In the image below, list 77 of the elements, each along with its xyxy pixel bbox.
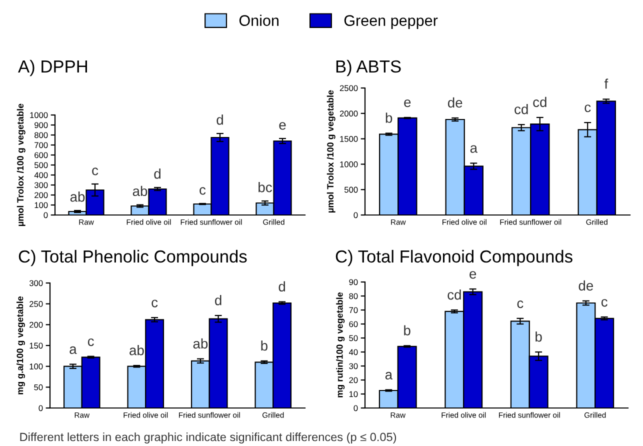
y-tick-label: 70 <box>349 307 358 314</box>
chart-title: A) DPPH <box>18 60 88 76</box>
y-tick-label: 500 <box>34 162 48 168</box>
data-label: b <box>261 340 268 351</box>
data-label: e <box>404 99 411 108</box>
data-label: c <box>152 300 158 308</box>
text: Different letters in each graphic indicate significant differences (p ≤ 0.05) <box>20 432 396 444</box>
y-tick-label: 1000 <box>30 112 48 118</box>
data-label: c <box>200 187 206 195</box>
y-tick-label: 10 <box>349 391 358 398</box>
data-label: c <box>92 168 98 176</box>
data-label: cd <box>448 289 461 300</box>
data-label: d <box>215 295 222 306</box>
y-tick-label: 50 <box>34 384 43 390</box>
data-label: de <box>578 280 594 291</box>
y-tick-label: 0 <box>354 212 358 218</box>
data-label: e <box>470 271 476 279</box>
chart-title: C) Total Phenolic Compounds <box>18 250 247 266</box>
y-tick-label: 700 <box>34 142 48 148</box>
data-label: bc <box>258 182 272 192</box>
data-label: de <box>448 97 462 108</box>
y-tick-label: 60 <box>349 321 358 328</box>
y-tick-label: 400 <box>34 172 48 178</box>
legend-label: Onion <box>239 14 278 26</box>
y-tick-label: 200 <box>34 192 48 198</box>
y-tick-label: 0 <box>44 212 48 218</box>
data-label: cd <box>514 104 528 114</box>
y-tick-label: 20 <box>349 377 358 384</box>
legend-label: Green pepper <box>344 15 438 29</box>
y-tick-label: 0 <box>354 405 358 412</box>
data-label: a <box>470 145 478 153</box>
chart-title: C) Total Flavonoid Compounds <box>336 250 572 266</box>
data-label: d <box>278 281 286 292</box>
data-label: ab <box>193 338 208 349</box>
y-axis-title: mg g.a/100 g vegetable <box>16 296 25 394</box>
chart-title: B) ABTS <box>336 60 401 76</box>
data-label: c <box>601 299 608 307</box>
data-label: c <box>88 338 94 346</box>
y-tick-label: 800 <box>34 132 48 138</box>
data-label: e <box>279 122 286 130</box>
y-tick-label: 40 <box>348 349 358 356</box>
y-tick-label: 2500 <box>340 85 358 92</box>
y-tick-label: 0 <box>38 405 43 412</box>
y-tick-label: 1000 <box>340 161 358 168</box>
data-label: d <box>154 168 160 179</box>
data-label: ab <box>132 186 148 196</box>
y-tick-label: 50 <box>349 335 358 342</box>
y-axis-title: µmol Trolox /100 g vegetable <box>16 104 26 226</box>
y-tick-label: 1500 <box>340 136 358 142</box>
data-label: b <box>386 112 392 123</box>
y-tick-label: 300 <box>29 280 43 286</box>
y-tick-label: 100 <box>30 364 43 370</box>
data-label: ab <box>130 345 144 356</box>
data-label: c <box>517 300 524 308</box>
y-tick-label: 500 <box>344 186 358 193</box>
y-tick-label: 30 <box>349 363 358 370</box>
y-axis-title: mg rutin/100 g vegetable <box>336 292 345 398</box>
data-label: ab <box>70 192 85 202</box>
y-tick-label: 80 <box>349 293 358 300</box>
data-label: d <box>216 114 223 125</box>
data-label: c <box>584 104 591 112</box>
data-label: a <box>70 346 77 354</box>
y-tick-label: 2000 <box>340 110 358 116</box>
y-axis-title: µmol Trolox /100 g vegetable <box>326 90 336 212</box>
y-tick-label: 100 <box>34 202 48 208</box>
y-tick-label: 200 <box>30 322 43 328</box>
y-tick-label: 150 <box>30 342 43 349</box>
data-label: a <box>385 372 393 380</box>
y-tick-label: 900 <box>34 122 48 128</box>
y-tick-label: 600 <box>34 152 48 158</box>
data-label: cd <box>533 96 546 108</box>
data-label: b <box>536 331 542 342</box>
y-tick-label: 300 <box>34 182 48 188</box>
y-tick-label: 250 <box>30 301 43 307</box>
data-label: b <box>404 325 410 336</box>
data-label: f <box>604 78 608 89</box>
y-tick-label: 90 <box>349 279 358 286</box>
